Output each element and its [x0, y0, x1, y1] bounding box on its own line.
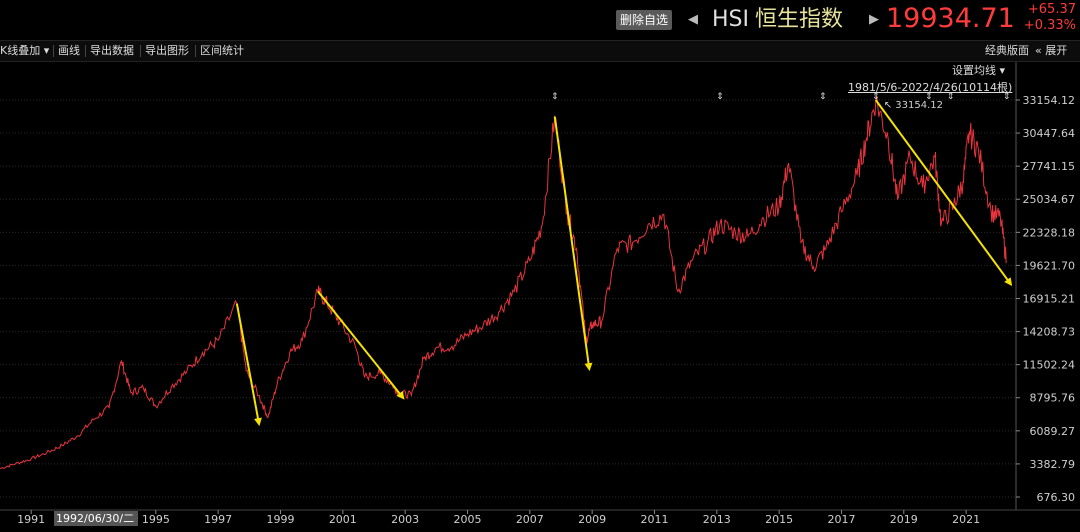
- toolbar-divider: [53, 45, 54, 57]
- event-marker: ⇕: [551, 92, 559, 102]
- y-tick-label: 6089.27: [1030, 425, 1076, 438]
- y-tick-label: 25034.67: [1023, 193, 1076, 206]
- trend-arrows: [235, 99, 1013, 427]
- x-tick-label: 2003: [391, 513, 419, 526]
- trend-arrow: [874, 99, 1013, 287]
- x-tick-label: 2019: [890, 513, 918, 526]
- x-tick-label: 2009: [578, 513, 606, 526]
- x-tick-label: 2011: [640, 513, 668, 526]
- grid-lines: [0, 62, 1080, 511]
- y-tick-label: 16915.21: [1023, 293, 1076, 306]
- y-tick-label: 30447.64: [1023, 127, 1076, 140]
- x-tick-label: 2017: [827, 513, 855, 526]
- y-tick-label: 11502.24: [1023, 359, 1076, 372]
- y-tick-label: 22328.18: [1023, 226, 1076, 239]
- event-marker: ⇕: [947, 92, 955, 102]
- y-tick-label: 676.30: [1037, 491, 1076, 504]
- x-tick-label: 2021: [952, 513, 980, 526]
- event-marker: ⇕: [819, 92, 827, 102]
- toolbar-divider: [85, 45, 86, 57]
- remove-watchlist-button[interactable]: 删除自选: [616, 10, 673, 30]
- max-value-label: ↖ 33154.12: [884, 100, 943, 111]
- event-markers: ↖ 33154.12⇕ ⇕ ⇕ ⇕ ⇕ ⇕ ⇕: [551, 92, 1010, 111]
- price-change-pct: +0.33%: [1023, 18, 1076, 33]
- prev-symbol-icon[interactable]: ◀: [688, 12, 698, 27]
- symbol-name: 恒生指数: [755, 7, 844, 32]
- x-tick-label: 2015: [765, 513, 793, 526]
- y-tick-label: 19621.70: [1023, 259, 1076, 272]
- overlay-kline-button[interactable]: K线叠加 ▾: [0, 44, 50, 57]
- y-tick-label: 14208.73: [1023, 326, 1076, 339]
- export-image-button[interactable]: 导出图形: [145, 44, 189, 57]
- cursor-date-box: [54, 511, 138, 526]
- event-marker: ⇕: [1003, 92, 1011, 102]
- quote-header: 删除自选 ◀ HSI 恒生指数 ▶ 19934.71 +65.37 +0.33%: [0, 0, 1080, 40]
- x-tick-label: 1997: [204, 513, 232, 526]
- event-marker: ⇕: [716, 92, 724, 102]
- y-tick-label: 27741.15: [1023, 160, 1076, 173]
- y-tick-label: 8795.76: [1030, 392, 1076, 405]
- draw-line-button[interactable]: 画线: [58, 44, 80, 57]
- hsi-series-line: [0, 95, 1008, 470]
- set-ma-button[interactable]: 设置均线 ▾: [952, 64, 1006, 77]
- trend-arrow: [553, 116, 593, 372]
- trend-arrow: [235, 303, 262, 427]
- last-price: 19934.71: [886, 3, 1015, 34]
- y-tick-label: 33154.12: [1023, 94, 1076, 107]
- next-symbol-icon[interactable]: ▶: [869, 12, 879, 27]
- expand-button[interactable]: « 展开: [1035, 44, 1068, 57]
- toolbar-divider: [140, 45, 141, 57]
- x-axis: 1991 1995 1997 1999 2001 2003 2005 2007 2009 2011…: [17, 510, 980, 526]
- x-tick-label: 1991: [17, 513, 45, 526]
- cursor-date: 1992/06/30/二: [56, 512, 135, 525]
- x-tick-label: 2007: [516, 513, 544, 526]
- x-tick-label: 2013: [703, 513, 731, 526]
- event-marker: ⇕: [925, 92, 933, 102]
- classic-layout-button[interactable]: 经典版面: [985, 44, 1029, 57]
- x-tick-label: 2005: [453, 513, 481, 526]
- trend-arrow: [317, 290, 405, 400]
- x-tick-label: 1999: [266, 513, 294, 526]
- range-stats-button[interactable]: 区间统计: [200, 44, 244, 57]
- chart-toolbar: K线叠加 ▾ 画线 导出数据 导出图形 区间统计 经典版面 « 展开: [0, 40, 1080, 62]
- symbol-code: HSI: [712, 7, 749, 32]
- x-tick-label: 1995: [142, 513, 170, 526]
- x-tick-label: 2001: [329, 513, 357, 526]
- symbol-title: HSI 恒生指数: [712, 4, 843, 36]
- price-change: +65.37: [1027, 2, 1076, 17]
- y-axis: 33154.12 30447.64 27741.15 25034.67 22328.18…: [1016, 94, 1075, 504]
- y-tick-label: 3382.79: [1030, 458, 1076, 471]
- toolbar-divider: [195, 45, 196, 57]
- export-data-button[interactable]: 导出数据: [90, 44, 134, 57]
- series-line: [0, 95, 1008, 470]
- price-change-block: +65.37 +0.33%: [1020, 2, 1076, 34]
- date-range-label[interactable]: 1981/5/6-2022/4/26(10114根): [848, 81, 1013, 94]
- event-marker: ⇕: [872, 92, 880, 102]
